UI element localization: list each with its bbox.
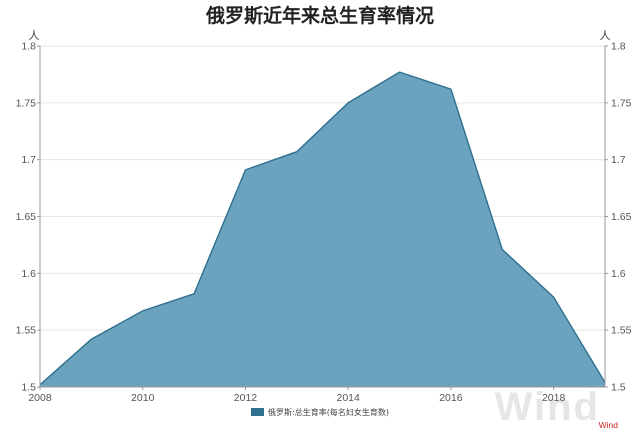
x-tick-label: 2016 <box>439 392 463 404</box>
x-tick-label: 2014 <box>337 392 361 404</box>
y-tick-label-right: 1.5 <box>611 382 626 394</box>
y-tick-label-right: 1.75 <box>611 97 632 109</box>
y-tick-label-left: 1.6 <box>21 268 36 280</box>
y-tick-label-right: 1.7 <box>611 154 626 166</box>
y-tick-label-left: 1.65 <box>16 211 37 223</box>
source-label: Wind <box>599 420 619 430</box>
y-tick-label-left: 1.75 <box>16 97 37 109</box>
y-tick-label-left: 1.55 <box>16 325 37 337</box>
area-fill <box>40 72 605 387</box>
x-tick-label: 2018 <box>542 392 566 404</box>
right-axis-unit: 人 <box>600 29 611 42</box>
x-tick-label: 2010 <box>131 392 155 404</box>
x-tick-label: 2008 <box>28 392 52 404</box>
y-tick-label-right: 1.55 <box>611 325 632 337</box>
y-tick-label-left: 1.8 <box>21 41 36 53</box>
chart-title: 俄罗斯近年来总生育率情况 <box>205 4 434 27</box>
y-tick-label-right: 1.6 <box>611 268 626 280</box>
legend: 俄罗斯:总生育率(每名妇女生育数) <box>251 407 389 417</box>
y-tick-label-right: 1.65 <box>611 211 632 223</box>
x-tick-label: 2012 <box>234 392 258 404</box>
y-tick-label-left: 1.7 <box>21 154 36 166</box>
legend-swatch <box>251 408 264 416</box>
y-tick-label-right: 1.8 <box>611 41 626 53</box>
legend-label: 俄罗斯:总生育率(每名妇女生育数) <box>268 407 389 417</box>
